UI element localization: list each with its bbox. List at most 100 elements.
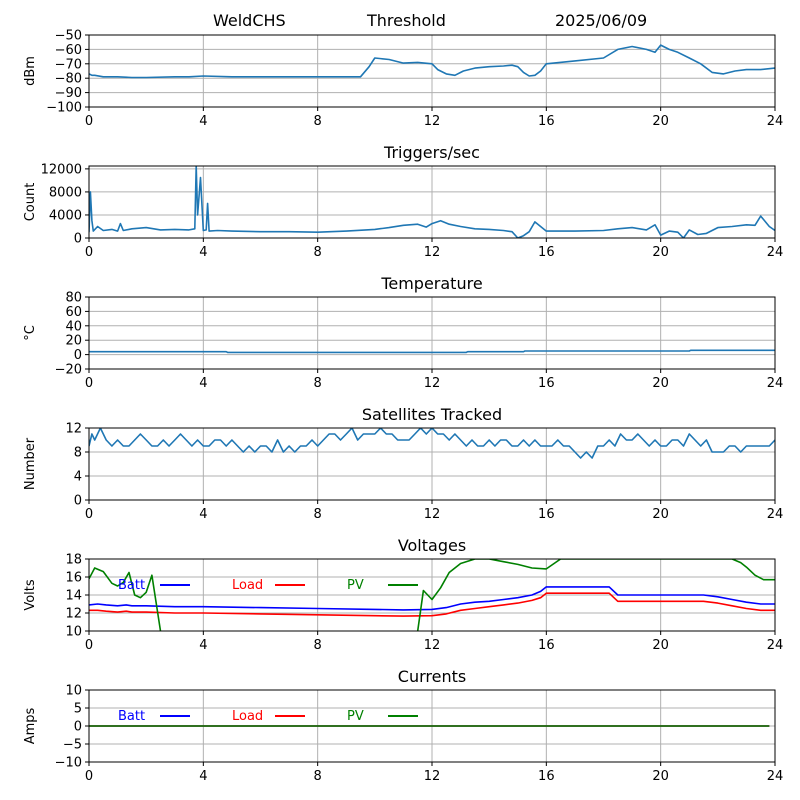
x-tick-label: 20 bbox=[652, 114, 669, 129]
series-group bbox=[89, 428, 775, 459]
y-axis-label: °C bbox=[23, 325, 38, 341]
x-tick-label: 8 bbox=[314, 245, 322, 260]
x-tick-label: 16 bbox=[538, 507, 555, 522]
y-tick-label: 4000 bbox=[49, 208, 82, 223]
legend-label: Batt bbox=[118, 578, 145, 593]
header-station: WeldCHS bbox=[213, 11, 286, 30]
chart-panel: 0 4 8 12 16 20 24 0 4000 8000 12000 Triggers/sec Cou… bbox=[23, 143, 783, 260]
x-tick-label: 4 bbox=[199, 769, 207, 784]
y-tick-label: 14 bbox=[65, 589, 82, 604]
series-line bbox=[89, 44, 775, 79]
y-tick-label: −60 bbox=[55, 43, 82, 58]
series-line bbox=[89, 166, 775, 238]
y-tick-label: 12000 bbox=[41, 162, 82, 177]
grid bbox=[88, 34, 776, 108]
series-group bbox=[89, 559, 775, 631]
chart-title: Satellites Tracked bbox=[362, 405, 502, 424]
y-tick-label: 40 bbox=[65, 319, 82, 334]
chart-title: Voltages bbox=[398, 536, 466, 555]
y-tick-label: 20 bbox=[65, 334, 82, 349]
x-tick-label: 24 bbox=[767, 769, 784, 784]
x-tick-label: 16 bbox=[538, 114, 555, 129]
series-group bbox=[89, 166, 775, 238]
x-tick-label: 12 bbox=[424, 638, 441, 653]
y-tick-label: 0 bbox=[74, 494, 82, 509]
y-axis-label: Volts bbox=[23, 579, 38, 611]
chart-panel: 0 4 8 12 16 20 24 −100−90−80−70−60−50 dBm bbox=[23, 29, 783, 130]
y-tick-label: 12 bbox=[65, 422, 82, 437]
y-axis-label: Amps bbox=[23, 707, 38, 744]
y-tick-label: −10 bbox=[55, 756, 82, 771]
x-tick-label: 20 bbox=[652, 507, 669, 522]
x-tick-label: 4 bbox=[199, 376, 207, 391]
x-tick-label: 12 bbox=[424, 376, 441, 391]
x-tick-label: 4 bbox=[199, 245, 207, 260]
x-tick-label: 24 bbox=[767, 507, 784, 522]
chart-panel: 0 4 8 12 16 20 24 0 4 8 12 Satellites Tracked Number bbox=[23, 405, 783, 522]
x-tick-label: 24 bbox=[767, 638, 784, 653]
x-tick-label: 24 bbox=[767, 245, 784, 260]
x-tick-label: 0 bbox=[85, 114, 93, 129]
x-tick-label: 0 bbox=[85, 769, 93, 784]
series-line bbox=[89, 559, 775, 631]
series-group bbox=[89, 44, 775, 79]
y-tick-label: 0 bbox=[74, 348, 82, 363]
legend-label: Load bbox=[232, 709, 263, 724]
y-tick-label: 5 bbox=[74, 702, 82, 717]
grid bbox=[88, 296, 776, 370]
grid bbox=[88, 427, 776, 501]
chart-panel: 0 4 8 12 16 20 24 −10 −5 0 5 10 Currents Amps Batt Load… bbox=[23, 667, 783, 784]
y-axis-label: Count bbox=[23, 183, 38, 222]
x-tick-label: 16 bbox=[538, 376, 555, 391]
y-axis-label: dBm bbox=[23, 56, 38, 86]
x-tick-label: 24 bbox=[767, 376, 784, 391]
x-tick-label: 8 bbox=[314, 114, 322, 129]
y-tick-label: 16 bbox=[65, 571, 82, 586]
legend-label: Load bbox=[232, 578, 263, 593]
series-line bbox=[89, 592, 775, 617]
chart-title: Triggers/sec bbox=[383, 143, 480, 162]
legend-label: Batt bbox=[118, 709, 145, 724]
y-tick-label: −100 bbox=[46, 101, 82, 116]
y-tick-label: 18 bbox=[65, 553, 82, 568]
figure-header: WeldCHS Threshold 2025/06/09 bbox=[213, 11, 647, 30]
x-tick-label: 20 bbox=[652, 245, 669, 260]
x-tick-label: 8 bbox=[314, 769, 322, 784]
chart-panel: 0 4 8 12 16 20 24 10 12 14 16 18 Voltages Volts Batt Lo… bbox=[23, 536, 784, 653]
y-tick-label: 10 bbox=[65, 625, 82, 640]
x-tick-label: 16 bbox=[538, 638, 555, 653]
y-tick-label: 0 bbox=[74, 232, 82, 247]
series-line bbox=[89, 586, 775, 611]
y-tick-label: 8000 bbox=[49, 185, 82, 200]
y-tick-label: −80 bbox=[55, 72, 82, 87]
x-tick-label: 20 bbox=[652, 376, 669, 391]
x-tick-label: 4 bbox=[199, 638, 207, 653]
y-tick-label: −5 bbox=[63, 738, 82, 753]
header-mode: Threshold bbox=[366, 11, 446, 30]
y-tick-label: −20 bbox=[55, 363, 82, 378]
grid bbox=[88, 166, 776, 239]
x-tick-label: 12 bbox=[424, 114, 441, 129]
x-tick-label: 0 bbox=[85, 245, 93, 260]
x-tick-label: 0 bbox=[85, 507, 93, 522]
y-tick-label: 4 bbox=[74, 470, 82, 485]
y-tick-label: −50 bbox=[55, 29, 82, 44]
legend-label: PV bbox=[347, 709, 364, 724]
y-tick-label: 80 bbox=[65, 291, 82, 306]
y-axis-label: Number bbox=[23, 437, 38, 490]
x-tick-label: 12 bbox=[424, 769, 441, 784]
y-tick-label: 8 bbox=[74, 446, 82, 461]
x-tick-label: 4 bbox=[199, 114, 207, 129]
x-tick-label: 24 bbox=[767, 114, 784, 129]
x-tick-label: 16 bbox=[538, 245, 555, 260]
x-tick-label: 16 bbox=[538, 769, 555, 784]
x-tick-label: 0 bbox=[85, 376, 93, 391]
y-tick-label: −70 bbox=[55, 57, 82, 72]
y-tick-label: −90 bbox=[55, 86, 82, 101]
y-tick-label: 0 bbox=[74, 720, 82, 735]
y-tick-label: 60 bbox=[65, 305, 82, 320]
x-tick-label: 0 bbox=[85, 638, 93, 653]
x-tick-label: 12 bbox=[424, 245, 441, 260]
